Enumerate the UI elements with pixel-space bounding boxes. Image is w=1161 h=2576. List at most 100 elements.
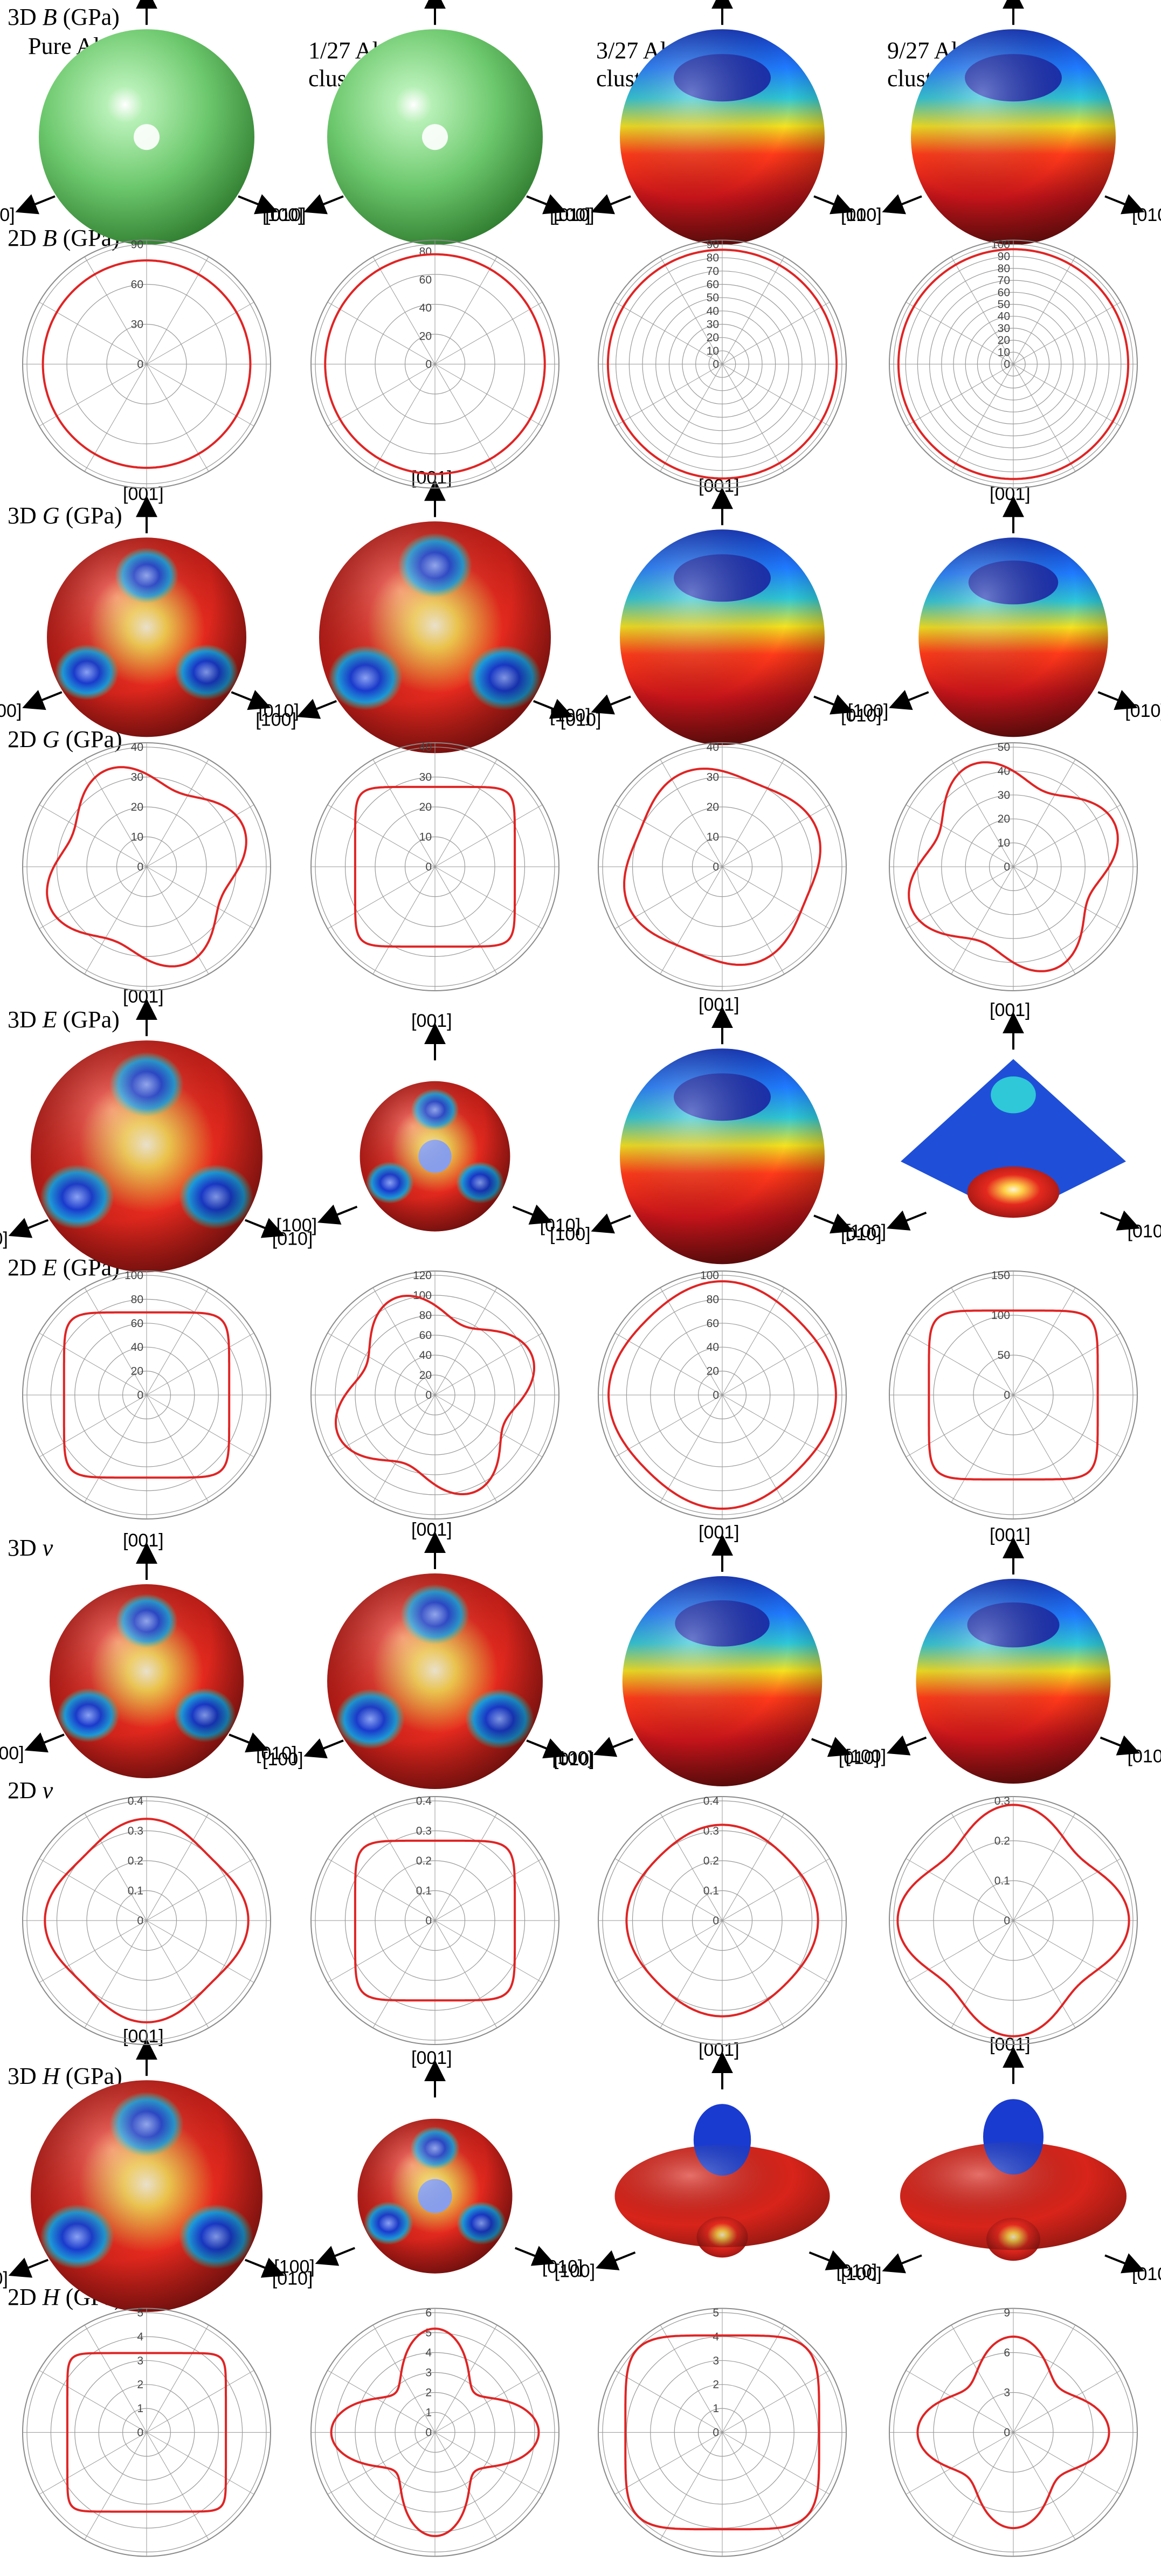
direction-label-010: [010] xyxy=(1128,1746,1161,1767)
grid-spoke xyxy=(660,866,723,975)
direction-label-100: [100] xyxy=(550,205,591,225)
section-label-v3d: 3D v xyxy=(8,1535,53,1561)
arrow-100 xyxy=(8,2257,49,2278)
surface-3d-v3d-c9: [001] [100] [010] xyxy=(846,1525,1161,1784)
grid-spoke xyxy=(146,2432,254,2495)
shading xyxy=(620,29,825,245)
r-tick-label: 40 xyxy=(707,741,719,754)
arrow-100 xyxy=(886,1735,927,1756)
grid-spoke xyxy=(84,1394,147,1503)
r-tick-label: 4 xyxy=(137,2331,143,2343)
grid-spoke xyxy=(434,1394,497,1503)
r-tick-label: 90 xyxy=(707,239,719,251)
r-tick-label: 50 xyxy=(998,1349,1010,1362)
direction-label-010: [010] xyxy=(841,705,882,726)
r-tick-label: 0.1 xyxy=(416,1885,432,1897)
r-tick-label: 10 xyxy=(131,831,143,844)
surface-3d-v3d-c1: [001][100] [010] xyxy=(262,1520,595,1789)
arrow-010 xyxy=(811,1737,852,1757)
arrow-100 xyxy=(591,194,631,215)
r-tick-label: 80 xyxy=(131,1293,143,1306)
grid-spoke xyxy=(434,2432,497,2540)
grid-spoke xyxy=(327,364,436,426)
direction-label-010: [010] xyxy=(256,1743,297,1764)
polar-chart-G-c3: 0 10 20 30 40 xyxy=(598,741,847,991)
r-tick-label: 0 xyxy=(425,861,432,873)
r-tick-label: 0 xyxy=(425,1915,432,1927)
grid-spoke xyxy=(722,1332,830,1396)
polar-curve xyxy=(66,2352,227,2513)
grid-spoke xyxy=(1013,1920,1121,1983)
grid-spoke xyxy=(434,2325,497,2433)
grid-spoke xyxy=(372,257,436,364)
r-tick-label: 60 xyxy=(998,286,1010,299)
grid-spoke xyxy=(434,1394,543,1458)
grid-spoke xyxy=(1013,1858,1121,1921)
surface-3d-H3d-c9: [001][100][010] xyxy=(841,2034,1161,2284)
shading xyxy=(900,2142,1127,2250)
r-tick-label: 2 xyxy=(425,2387,432,2399)
r-tick-label: 80 xyxy=(707,252,719,264)
grid-spoke xyxy=(951,759,1014,867)
polar-chart-G-pure: 0 10 20 30 40 xyxy=(22,741,271,991)
r-tick-label: 60 xyxy=(419,274,432,286)
grid-spoke xyxy=(434,804,543,867)
r-tick-label: 80 xyxy=(419,1309,432,1322)
grid-spoke xyxy=(327,2432,436,2495)
grid-spoke xyxy=(434,1287,497,1396)
direction-label-010: [010] xyxy=(839,1748,880,1768)
r-tick-label: 0 xyxy=(137,2427,143,2439)
grid-spoke xyxy=(906,364,1014,426)
shading xyxy=(319,521,551,754)
grid-spoke xyxy=(722,804,830,867)
grid-spoke xyxy=(951,2432,1014,2540)
direction-label-001: [001] xyxy=(411,1011,452,1031)
r-tick-label: 0 xyxy=(713,2427,719,2439)
grid-spoke xyxy=(614,1858,723,1921)
grid-spoke xyxy=(1013,364,1121,426)
polar-curve xyxy=(624,2334,820,2531)
r-tick-label: 30 xyxy=(707,319,719,331)
polar-chart-E-c1: 0 20 40 60 80 100 120 xyxy=(310,1269,559,1520)
grid-spoke xyxy=(434,1858,543,1921)
grid-spoke xyxy=(327,804,436,867)
grid-spoke xyxy=(614,1920,723,1983)
surface-3d-v3d-pure: [001] [100] [010] xyxy=(0,1530,297,1778)
r-tick-label: 1 xyxy=(137,2402,143,2415)
r-tick-label: 0.2 xyxy=(416,1855,432,1867)
r-tick-label: 9 xyxy=(1004,2307,1010,2319)
grid-spoke xyxy=(722,1858,830,1921)
r-tick-label: 40 xyxy=(131,741,143,754)
grid-spoke xyxy=(614,2370,723,2433)
grid-spoke xyxy=(39,302,147,364)
grid-spoke xyxy=(146,1394,209,1503)
grid-spoke xyxy=(39,2370,147,2433)
direction-label-010: [010] xyxy=(554,1749,595,1770)
grid-spoke xyxy=(372,1813,436,1921)
grid-spoke xyxy=(614,364,723,426)
grid-spoke xyxy=(1013,1287,1076,1396)
polar-curve xyxy=(324,253,546,475)
grid-spoke xyxy=(146,759,209,867)
r-tick-label: 40 xyxy=(419,1349,432,1362)
grid-spoke xyxy=(1013,1394,1076,1503)
direction-label-100: [100] xyxy=(274,2256,315,2277)
direction-label-100: [100] xyxy=(0,205,15,225)
grid-spoke xyxy=(1013,866,1076,975)
r-tick-label: 0 xyxy=(425,2427,432,2439)
arrow-010 xyxy=(813,1213,854,1234)
grid-spoke xyxy=(1013,2325,1076,2433)
arrow-010 xyxy=(526,1738,566,1759)
arrow-010 xyxy=(515,2246,555,2266)
polar-chart-E-c9: 0 50 100 150 xyxy=(889,1269,1138,1520)
r-tick-label: 30 xyxy=(131,319,143,331)
arrow-100 xyxy=(882,194,922,215)
grid-spoke xyxy=(146,1394,254,1458)
arrow-100 xyxy=(591,694,631,715)
r-tick-label: 40 xyxy=(131,1341,143,1353)
grid-spoke xyxy=(434,866,543,929)
arrow-010 xyxy=(526,194,566,215)
shading xyxy=(360,1081,510,1232)
r-tick-label: 70 xyxy=(998,274,1010,287)
